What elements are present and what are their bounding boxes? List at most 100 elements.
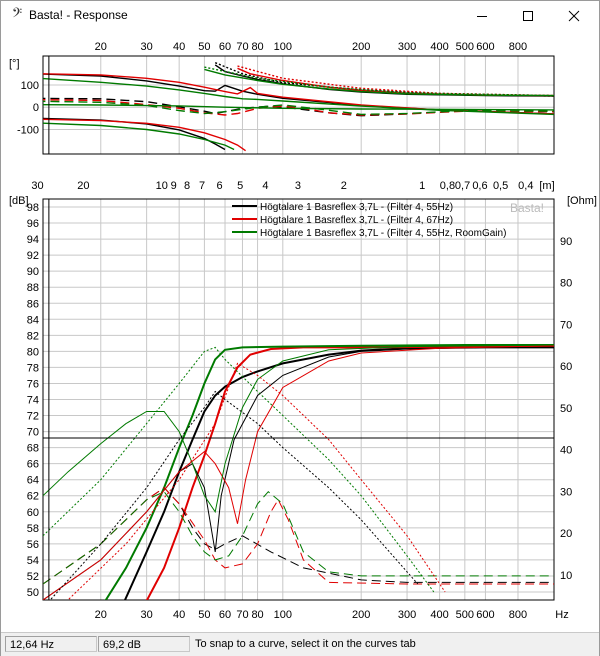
response-tick-x-8: 200 <box>352 609 370 621</box>
response-tick-y-1: 96 <box>27 218 39 230</box>
response-tick-y-20: 58 <box>27 523 39 535</box>
chart0-series-12 <box>43 122 235 151</box>
legend-label-1: Högtalare 1 Basreflex 3,7L - (Filter 4, … <box>260 215 453 226</box>
maximize-icon <box>523 11 533 21</box>
phase-tick-x-3: 50 <box>198 41 210 53</box>
response-tick-wavelength-14: 0,6 <box>472 180 487 192</box>
response-tick-x-1: 30 <box>141 609 153 621</box>
response-tick-x-9: 300 <box>398 609 416 621</box>
chart0-series-15 <box>204 66 554 97</box>
response-tick-y-0: 98 <box>27 202 39 214</box>
response-tick-x-10: 400 <box>430 609 448 621</box>
response-wavelength-unit: [m] <box>539 180 554 192</box>
response-tick-y-14: 70 <box>27 427 39 439</box>
chart0-series-11 <box>204 68 554 97</box>
phase-tick-y-1: 0 <box>33 102 39 114</box>
response-tick-y-24: 50 <box>27 587 39 599</box>
chart1-series-7 <box>43 487 554 585</box>
minimize-icon <box>477 16 487 17</box>
response-tick-y-2: 94 <box>27 234 39 246</box>
window-title: Basta! - Response <box>29 8 128 22</box>
phase-tick-x-8: 200 <box>352 41 370 53</box>
chart0-series-5 <box>43 73 554 115</box>
maximize-button[interactable] <box>505 1 551 31</box>
chart0-series-7 <box>43 118 246 152</box>
response-tick-x-11: 500 <box>456 609 474 621</box>
chart1-series-11 <box>43 346 435 593</box>
response-tick-x-3: 50 <box>198 609 210 621</box>
response-tick-y-8: 82 <box>27 330 39 342</box>
response-tick-x-7: 100 <box>274 609 292 621</box>
response-tick-x-4: 60 <box>219 609 231 621</box>
chart0-series-10 <box>43 77 554 116</box>
response-tick-y-13: 72 <box>27 411 39 423</box>
response-tick-x-12: 600 <box>476 609 494 621</box>
phase-curves <box>43 62 554 152</box>
response-watermark: Basta! <box>510 201 544 215</box>
legend-label-0: Högtalare 1 Basreflex 3,7L - (Filter 4, … <box>260 202 453 213</box>
response-tick-wavelength-16: 0,4 <box>518 180 533 192</box>
response-tick-wavelength-7: 5 <box>237 180 243 192</box>
phase-tick-x-4: 60 <box>219 41 231 53</box>
response-y2label: [Ohm] <box>567 195 597 207</box>
phase-tick-x-6: 80 <box>251 41 263 53</box>
response-tick-y-6: 86 <box>27 298 39 310</box>
title-bar[interactable]: 𝄢 Basta! - Response <box>1 1 599 31</box>
response-tick-y-4: 90 <box>27 266 39 278</box>
response-tick-y2-7: 20 <box>560 528 572 540</box>
response-tick-y-7: 84 <box>27 314 39 326</box>
response-tick-x-6: 80 <box>251 609 263 621</box>
response-tick-y2-4: 50 <box>560 403 572 415</box>
response-tick-wavelength-4: 8 <box>184 180 190 192</box>
chart0-series-4 <box>214 62 554 97</box>
phase-tick-x-7: 100 <box>274 41 292 53</box>
phase-tick-x-0: 20 <box>95 41 107 53</box>
plot-area: 20 30 40 50 60 70 80 100 200 300 400 500 600 800 100 0-… <box>1 31 599 632</box>
phase-tick-x-1: 30 <box>141 41 153 53</box>
response-tick-y2-3: 60 <box>560 361 572 373</box>
response-tick-wavelength-9: 3 <box>295 180 301 192</box>
phase-chart[interactable]: 20 30 40 50 60 70 80 100 200 300 400 500 600 800 100 0 -… <box>1 31 599 157</box>
response-tick-y-5: 88 <box>27 282 39 294</box>
chart1-series-9 <box>49 390 419 600</box>
response-tick-y-15: 68 <box>27 443 39 455</box>
status-bar: 12,64 Hz 69,2 dB To snap to a curve, sel… <box>1 632 599 656</box>
response-tick-y2-1: 80 <box>560 278 572 290</box>
phase-tick-x-2: 40 <box>173 41 185 53</box>
response-tick-x-5: 70 <box>236 609 248 621</box>
response-tick-y-12: 74 <box>27 395 39 407</box>
response-tick-y2-2: 70 <box>560 319 572 331</box>
chart1-series-4 <box>43 345 554 600</box>
response-tick-y-10: 78 <box>27 362 39 374</box>
response-tick-y-19: 60 <box>27 507 39 519</box>
status-level: 69,2 dB <box>98 636 190 652</box>
phase-tick-x-11: 500 <box>456 41 474 53</box>
status-frequency: 12,64 Hz <box>5 636 97 652</box>
response-tick-y-18: 62 <box>27 491 39 503</box>
response-tick-y-22: 54 <box>27 555 39 567</box>
phase-ylabel: [°] <box>9 58 20 70</box>
response-grid <box>43 199 554 600</box>
response-xunit: Hz <box>555 609 568 621</box>
response-chart[interactable]: 20 30 40 50 60 70 80 100 200 300 400 500 600 800 Hz989… <box>1 159 599 629</box>
close-button[interactable] <box>551 1 597 31</box>
bass-clef-icon: 𝄢 <box>11 7 23 24</box>
chart1-series-0 <box>123 346 554 600</box>
response-tick-y-16: 66 <box>27 459 39 471</box>
response-tick-x-0: 20 <box>95 609 107 621</box>
response-tick-y2-5: 40 <box>560 445 572 457</box>
response-tick-wavelength-5: 7 <box>199 180 205 192</box>
chart0-series-9 <box>237 65 554 97</box>
response-ylabel: [dB] <box>9 195 29 207</box>
phase-tick-x-10: 400 <box>430 41 448 53</box>
response-tick-wavelength-2: 10 <box>156 180 168 192</box>
response-tick-y2-6: 30 <box>560 486 572 498</box>
phase-tick-y-2: -100 <box>17 125 39 137</box>
response-tick-wavelength-12: 0,8 <box>440 180 455 192</box>
chart1-series-5 <box>43 344 554 514</box>
response-tick-wavelength-10: 2 <box>341 180 347 192</box>
response-tick-y-23: 52 <box>27 571 39 583</box>
minimize-button[interactable] <box>459 1 505 31</box>
close-icon <box>568 10 580 22</box>
response-tick-wavelength-8: 4 <box>262 180 268 192</box>
